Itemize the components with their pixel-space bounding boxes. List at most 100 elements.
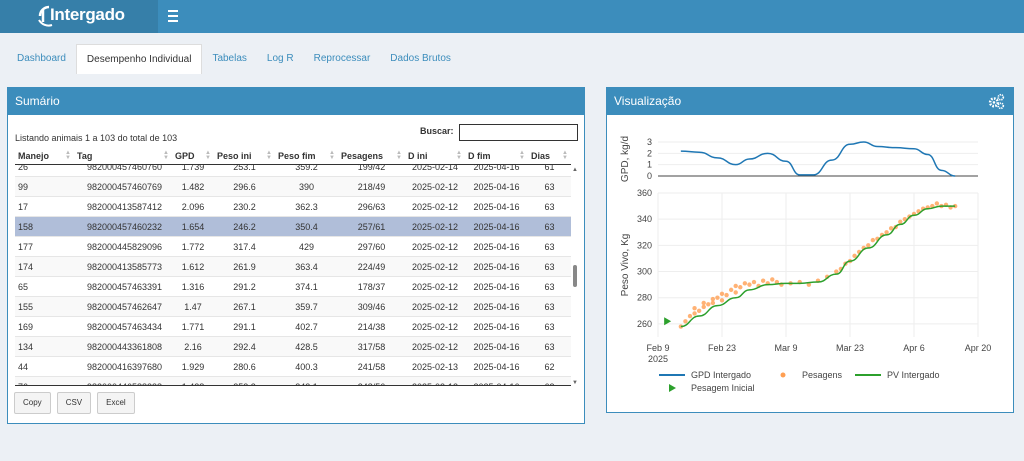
table-body: 26 982000457460760 1.739 253.1 359.2 199/42 20… bbox=[15, 165, 571, 386]
excel-button[interactable]: Excel bbox=[97, 392, 135, 414]
table-cell: 390 bbox=[298, 182, 315, 192]
table-cell: 982000413585773 bbox=[86, 262, 163, 272]
table-cell: 2025-04-16 bbox=[473, 362, 520, 372]
pesagem-point bbox=[770, 277, 775, 282]
table-cell: 63 bbox=[544, 262, 555, 272]
charts-area: 01 23 GPD, kg/d 260 280 300 320 340 360 Feb 92025… bbox=[620, 136, 991, 393]
y-tick-label: 1 bbox=[647, 160, 652, 170]
table-row[interactable]: 174 982000413585773 1.612 261.9 363.4 224/49 2… bbox=[15, 256, 571, 276]
table-cell: 63 bbox=[544, 302, 555, 312]
tab-reprocessar[interactable]: Reprocessar bbox=[313, 53, 371, 64]
column-header[interactable]: Peso fim ▲ ▼ bbox=[278, 150, 335, 161]
column-header[interactable]: D ini ▲ ▼ bbox=[408, 150, 462, 161]
sort-icon: ▲ ▼ bbox=[163, 150, 169, 161]
table-row[interactable]: 169 982000457463434 1.771 291.1 402.7 214/38 2… bbox=[15, 316, 571, 336]
column-header[interactable]: D fim ▲ ▼ bbox=[468, 150, 525, 161]
y-tick-label: 260 bbox=[637, 319, 652, 329]
table-cell: 2025-04-16 bbox=[473, 182, 520, 192]
column-header[interactable]: Tag ▲ ▼ bbox=[77, 150, 169, 161]
tab-tabelas[interactable]: Tabelas bbox=[212, 53, 247, 64]
table-row[interactable]: 99 982000457460769 1.482 296.6 390 218/49 2025… bbox=[15, 176, 571, 196]
logo-mark-icon bbox=[38, 5, 53, 27]
table-row[interactable]: 17 982000413587412 2.096 230.2 362.3 296/63 20… bbox=[15, 196, 571, 216]
tab-log-r[interactable]: Log R bbox=[266, 53, 294, 64]
table-row[interactable]: 26 982000457460760 1.739 253.1 359.2 199/42 20… bbox=[15, 165, 571, 176]
table-cell: 2.096 bbox=[181, 202, 205, 212]
table-cell: 1.612 bbox=[181, 262, 205, 272]
table-cell: 429 bbox=[298, 242, 315, 252]
pesagem-point bbox=[683, 319, 688, 324]
copy-button[interactable]: Copy bbox=[14, 392, 51, 414]
table-cell: 982000457463434 bbox=[86, 322, 163, 332]
table-row[interactable]: 134 982000443361808 2.16 292.4 428.5 317/58 20… bbox=[15, 336, 571, 356]
menu-toggle-icon[interactable] bbox=[168, 7, 180, 25]
table-cell: 257/61 bbox=[357, 222, 386, 232]
table-cell: 982000457460769 bbox=[86, 182, 163, 192]
table-cell: 246.2 bbox=[233, 222, 256, 232]
scroll-down-icon[interactable]: ▼ bbox=[572, 380, 578, 386]
pesagem-point bbox=[715, 295, 720, 300]
column-header[interactable]: Manejo ▲ ▼ bbox=[18, 150, 71, 161]
sort-icon: ▲ ▼ bbox=[205, 150, 211, 161]
table-cell: 296.6 bbox=[233, 182, 256, 192]
table-cell: 134 bbox=[18, 342, 34, 352]
logo[interactable]: Intergado bbox=[0, 0, 158, 33]
pesagem-point bbox=[852, 253, 857, 259]
scroll-up-icon[interactable]: ▲ bbox=[572, 167, 578, 173]
search-input[interactable] bbox=[459, 124, 578, 141]
y-tick-label: 2 bbox=[647, 148, 652, 158]
table-scrollbar[interactable]: ▲ ▼ bbox=[571, 165, 579, 386]
column-header[interactable]: Dias ▲ ▼ bbox=[531, 150, 568, 161]
table-cell: 2025-02-12 bbox=[411, 342, 459, 352]
legend-label: Pesagens bbox=[802, 370, 843, 380]
pesagem-point bbox=[692, 311, 697, 316]
y-axis-label: GPD, kg/d bbox=[620, 136, 631, 182]
visualizacao-panel: Visualização 0 1 2 3 GPD, kg/d 260 280 300 320 34… bbox=[606, 87, 1014, 413]
table-cell: 178/37 bbox=[357, 282, 386, 292]
column-header[interactable]: GPD ▲ ▼ bbox=[175, 150, 211, 161]
table-row[interactable]: 65 982000457463391 1.316 291.2 374.1 178/37 20… bbox=[15, 276, 571, 296]
table-cell: 224/49 bbox=[357, 262, 386, 272]
sort-icon: ▲ ▼ bbox=[562, 150, 568, 161]
table-cell: 63 bbox=[528, 377, 571, 385]
table-cell: 2025-02-12 bbox=[411, 222, 459, 232]
table-cell: 982000443361808 bbox=[86, 342, 163, 352]
pesagem-point bbox=[696, 308, 702, 314]
search-label: Buscar: bbox=[420, 126, 454, 136]
column-header[interactable]: Pesagens ▲ ▼ bbox=[341, 150, 402, 161]
table-cell: 2025-02-12 bbox=[411, 202, 459, 212]
tab-dados-brutos[interactable]: Dados Brutos bbox=[390, 53, 451, 64]
gears-icon[interactable] bbox=[988, 93, 1005, 110]
csv-button[interactable]: CSV bbox=[56, 392, 92, 414]
table-cell: 317.4 bbox=[233, 242, 256, 252]
table-row[interactable]: 769820004465882381.428253.2343.1248/5620… bbox=[15, 376, 571, 385]
column-header[interactable]: Peso ini ▲ ▼ bbox=[217, 150, 272, 161]
sort-icon: ▲ ▼ bbox=[65, 150, 71, 161]
table-cell: 292.4 bbox=[233, 342, 256, 352]
table-row[interactable]: 155 982000457462647 1.47 267.1 359.7 309/46 20… bbox=[15, 296, 571, 316]
table-cell: 1.929 bbox=[181, 362, 205, 372]
sort-icon: ▲ ▼ bbox=[519, 150, 525, 161]
table-cell: 297/60 bbox=[357, 242, 386, 252]
table-cell: 44 bbox=[18, 362, 29, 372]
table-row[interactable]: 44 982000416397680 1.929 280.6 400.3 241/58 20… bbox=[15, 356, 571, 376]
legend-label: PV Intergado bbox=[887, 370, 940, 380]
table-header: Manejo ▲ ▼ Tag ▲ ▼ GPD ▲ ▼ Peso ini ▲ ▼ Peso fim ▲ ▼ Pe… bbox=[15, 147, 571, 165]
table-cell: 2025-04-16 bbox=[465, 377, 528, 385]
table-row[interactable]: 177 982000445829096 1.772 317.4 429 297/60 202… bbox=[15, 236, 571, 256]
tab-desempenho-individual[interactable]: Desempenho Individual bbox=[75, 44, 203, 74]
table-cell: 63 bbox=[544, 342, 555, 352]
pesagem-point bbox=[888, 226, 894, 231]
table-row[interactable]: 158 982000457460232 1.654 246.2 350.4 257/61 2… bbox=[15, 216, 571, 236]
table-cell: 2025-04-16 bbox=[473, 262, 520, 272]
y-tick-label: 0 bbox=[647, 171, 652, 181]
table-cell: 2025-02-12 bbox=[411, 322, 459, 332]
pesagem-point bbox=[834, 269, 839, 274]
tab-dashboard[interactable]: Dashboard bbox=[17, 53, 66, 64]
scroll-thumb[interactable] bbox=[573, 265, 577, 287]
pesagem-point bbox=[733, 283, 738, 289]
table-cell: 291.2 bbox=[233, 282, 256, 292]
nav-tabs: Dashboard Desempenho Individual Tabelas … bbox=[7, 44, 461, 74]
table-cell: 1.772 bbox=[181, 242, 205, 252]
pesagem-inicial-marker bbox=[664, 317, 672, 326]
